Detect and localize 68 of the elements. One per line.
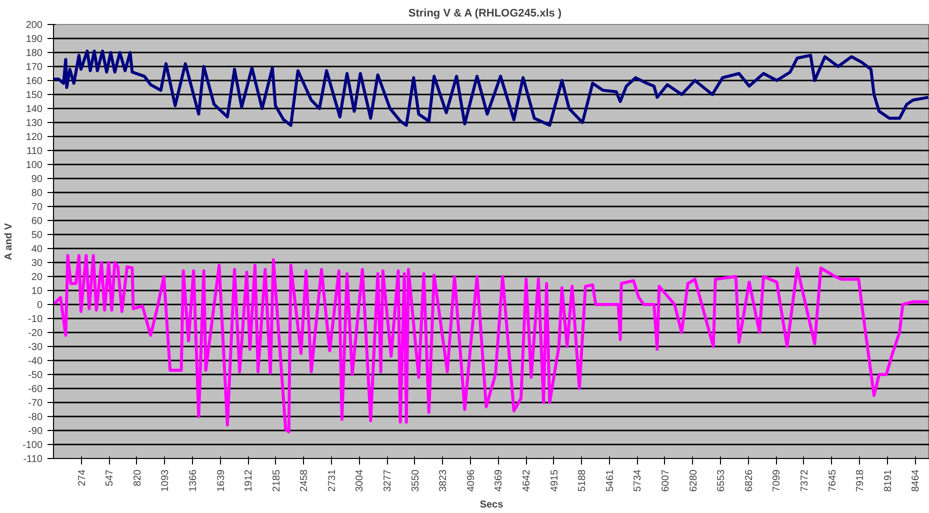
- y-tick-label: 50: [31, 230, 43, 241]
- y-tick-label: 80: [31, 188, 43, 199]
- y-tick-label: 40: [31, 244, 43, 255]
- y-tick-label: -40: [28, 356, 43, 367]
- x-tick-label: 5734: [632, 469, 644, 492]
- x-tick-label: 4096: [466, 469, 477, 492]
- x-tick-label: 4642: [522, 469, 533, 492]
- y-tick-label: 140: [26, 104, 43, 115]
- y-tick-label: 70: [31, 202, 43, 213]
- x-tick-label: 820: [132, 469, 144, 486]
- x-tick-label: 4915: [549, 469, 560, 492]
- x-tick-label: 2731: [326, 469, 338, 492]
- x-tick-label: 6553: [716, 469, 728, 492]
- y-tick-label: 130: [26, 118, 43, 129]
- y-tick-label: -20: [28, 328, 43, 339]
- y-tick-label: -60: [28, 384, 43, 395]
- chart-title: String V & A (RHLOG245.xls ): [408, 8, 562, 20]
- x-tick-label: 1639: [216, 469, 227, 492]
- line-series: [54, 254, 929, 434]
- x-axis-title: Secs: [480, 500, 504, 511]
- x-tick-label: 1093: [160, 469, 172, 492]
- y-tick-label: 0: [36, 300, 43, 311]
- y-tick-label: -110: [23, 454, 43, 465]
- y-tick-label: 60: [31, 216, 43, 227]
- y-tick-label: 100: [26, 160, 43, 171]
- x-tick-label: 1366: [188, 469, 199, 492]
- y-tick-label: 160: [26, 76, 43, 87]
- y-tick-label: 30: [31, 258, 43, 269]
- x-tick-label: 547: [104, 469, 116, 486]
- x-tick-label: 6280: [688, 469, 700, 492]
- x-tick-label: 8464: [910, 469, 922, 492]
- y-tick-label: -30: [28, 342, 43, 353]
- y-tick-label: 120: [26, 132, 43, 143]
- x-tick-label: 274: [76, 469, 88, 486]
- y-tick-label: -90: [28, 426, 43, 437]
- x-tick-label: 8191: [882, 469, 894, 492]
- y-tick-label: 180: [26, 48, 43, 59]
- x-tick-label: 2458: [299, 469, 310, 492]
- y-tick-label: 20: [31, 272, 43, 283]
- y-tick-label: 90: [31, 174, 43, 185]
- y-tick-label: -70: [28, 398, 43, 409]
- x-tick-label: 5188: [577, 469, 588, 492]
- x-tick-label: 5461: [604, 469, 616, 492]
- y-tick-label: 110: [26, 146, 43, 157]
- y-tick-label: -80: [28, 412, 43, 423]
- x-tick-label: 7099: [772, 469, 783, 492]
- x-tick-label: 3823: [438, 469, 450, 492]
- x-tick-label: 6007: [660, 469, 672, 492]
- x-tick-label: 3004: [354, 469, 366, 492]
- x-tick-label: 7372: [799, 469, 810, 492]
- y-tick-label: 150: [26, 90, 43, 101]
- x-tick-label: 2185: [271, 469, 282, 492]
- y-tick-label: 200: [26, 20, 43, 31]
- x-tick-label: 7645: [827, 469, 838, 492]
- x-tick-label: 6826: [744, 469, 755, 492]
- y-tick-label: -10: [28, 314, 43, 325]
- y-tick-label: 190: [26, 34, 43, 45]
- x-tick-label: 1912: [244, 469, 255, 492]
- x-tick-label: 3277: [382, 469, 394, 492]
- y-tick-label: -50: [28, 370, 43, 381]
- x-tick-label: 3550: [410, 469, 422, 492]
- x-tick-label: 4369: [494, 469, 505, 492]
- y-tick-label: 10: [31, 286, 43, 297]
- x-tick-label: 7918: [855, 469, 866, 492]
- y-axis-title: A and V: [3, 222, 14, 260]
- line-series: [54, 50, 929, 127]
- y-tick-label: -100: [22, 440, 43, 451]
- y-tick-label: 170: [26, 62, 43, 73]
